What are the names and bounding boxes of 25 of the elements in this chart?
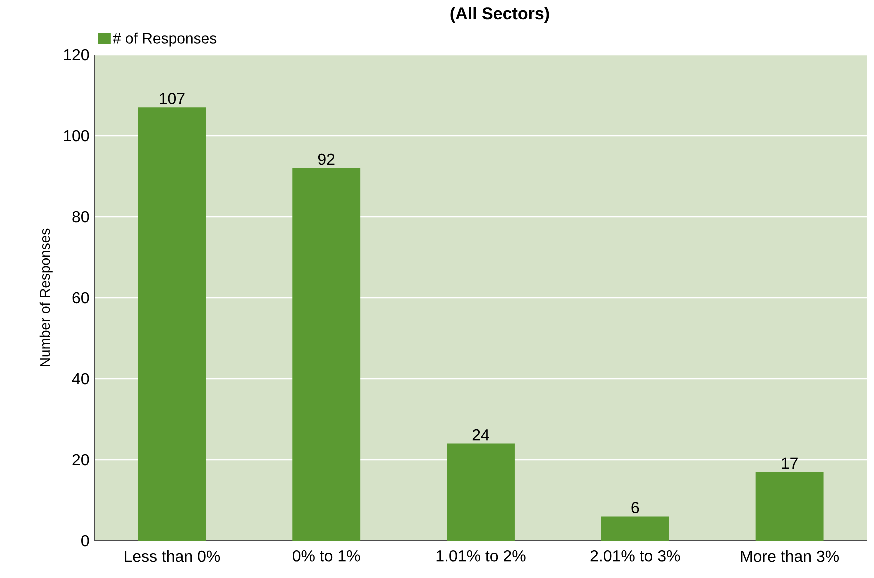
bar bbox=[756, 472, 824, 541]
y-tick-label: 0 bbox=[82, 535, 90, 547]
x-tick-label: More than 3% bbox=[741, 550, 840, 562]
y-axis-title: Number of Responses bbox=[40, 228, 53, 366]
y-tick-label: 20 bbox=[72, 454, 90, 466]
data-label: 107 bbox=[160, 93, 185, 104]
x-tick-label: Less than 0% bbox=[125, 550, 220, 562]
bar bbox=[601, 516, 670, 541]
bar bbox=[292, 168, 361, 541]
x-tick-label: 0% to 1% bbox=[292, 550, 360, 562]
x-tick-label: 1.01% to 2% bbox=[436, 550, 526, 562]
y-tick-label: 40 bbox=[72, 373, 90, 385]
data-label: 92 bbox=[318, 154, 335, 166]
data-label: 6 bbox=[632, 502, 640, 514]
bar bbox=[138, 108, 206, 541]
data-label: 17 bbox=[782, 458, 798, 469]
data-label: 24 bbox=[472, 429, 490, 441]
y-tick-label: 60 bbox=[72, 292, 90, 304]
y-tick-label: 100 bbox=[64, 130, 90, 142]
bar bbox=[447, 444, 515, 541]
x-tick-label: 2.01% to 3% bbox=[590, 550, 680, 562]
y-tick-label: 120 bbox=[64, 49, 90, 61]
chart-subtitle: (All Sectors) bbox=[450, 7, 550, 24]
y-tick-label: 80 bbox=[72, 211, 90, 223]
legend-label: # of Responses bbox=[113, 32, 217, 47]
